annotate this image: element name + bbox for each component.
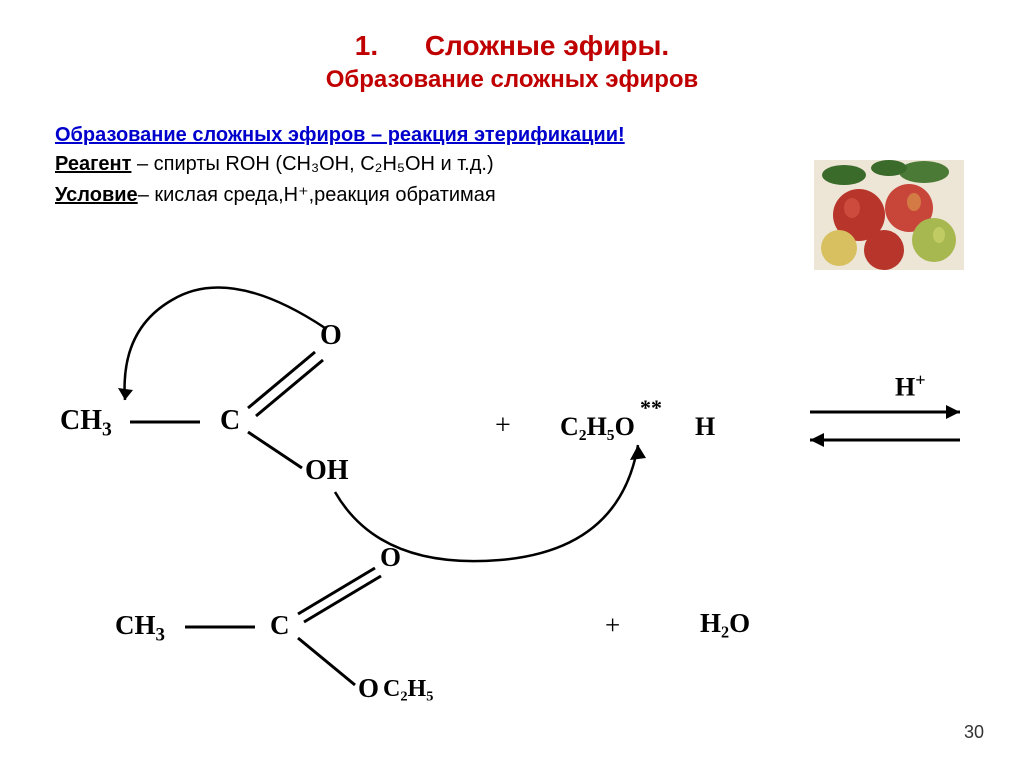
apples-image [814,160,964,270]
r2-ch3-text: CH [115,610,156,640]
subtitle: Образование сложных эфиров [0,66,1024,94]
r1-ch3-sub: 3 [102,420,112,441]
title-main: Сложные эфиры. [425,30,669,61]
condition-label: Условие [55,184,138,206]
title-number: 1. [355,30,378,61]
main-title: 1. Сложные эфиры. [0,30,1024,62]
r2-o-top: O [380,542,401,573]
apples-icon [814,160,964,270]
r2-ch3: CH3 [115,610,165,646]
r2-c2h5: C₂H₅ [383,676,433,703]
r1-h-atom: H [695,412,715,442]
r2-plus: + [605,610,620,641]
r1-oh: OH [305,455,349,487]
r1-arrow-h: H [895,373,915,402]
r1-plus: + [495,410,511,442]
r1-c: C [220,405,240,437]
condition-text: – кислая среда,H⁺,реакция обратимая [138,184,496,206]
r1-star: ** [640,395,662,421]
r2-h2o: H₂O [700,608,750,639]
r1-ch3: CH3 [60,405,112,442]
reagent-text: – спирты ROH (CH₃OH, C₂H₅OH и т.д.) [131,153,493,175]
title-section: 1. Сложные эфиры. Образование сложных эф… [0,0,1024,94]
r2-ch3-sub: 3 [156,624,165,645]
intro-heading: Образование сложных эфиров – реакция эте… [55,124,625,146]
page-number: 30 [964,722,984,743]
r1-arrow-plus: + [915,370,925,390]
r1-ch3-text: CH [60,405,102,436]
r1-c2h5o: C₂H₅O [560,412,635,442]
reagent-label: Реагент [55,153,131,175]
r1-o-top: O [320,320,342,352]
r2-c: C [270,610,290,641]
r1-arrow-label: H+ [895,370,926,403]
chem-svg [0,0,1024,768]
r2-o-bot: O [358,673,379,704]
